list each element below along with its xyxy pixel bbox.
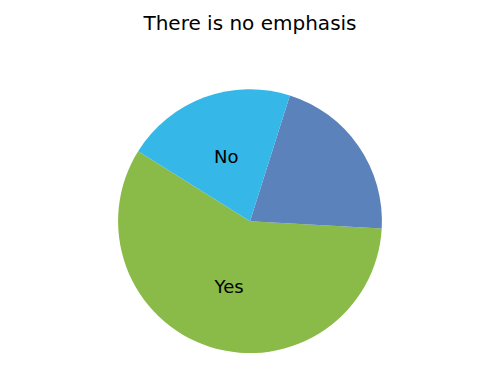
svg-text:There is no emphasis: There is no emphasis: [142, 11, 356, 35]
svg-text:Yes: Yes: [214, 276, 244, 297]
svg-text:No: No: [214, 146, 238, 167]
